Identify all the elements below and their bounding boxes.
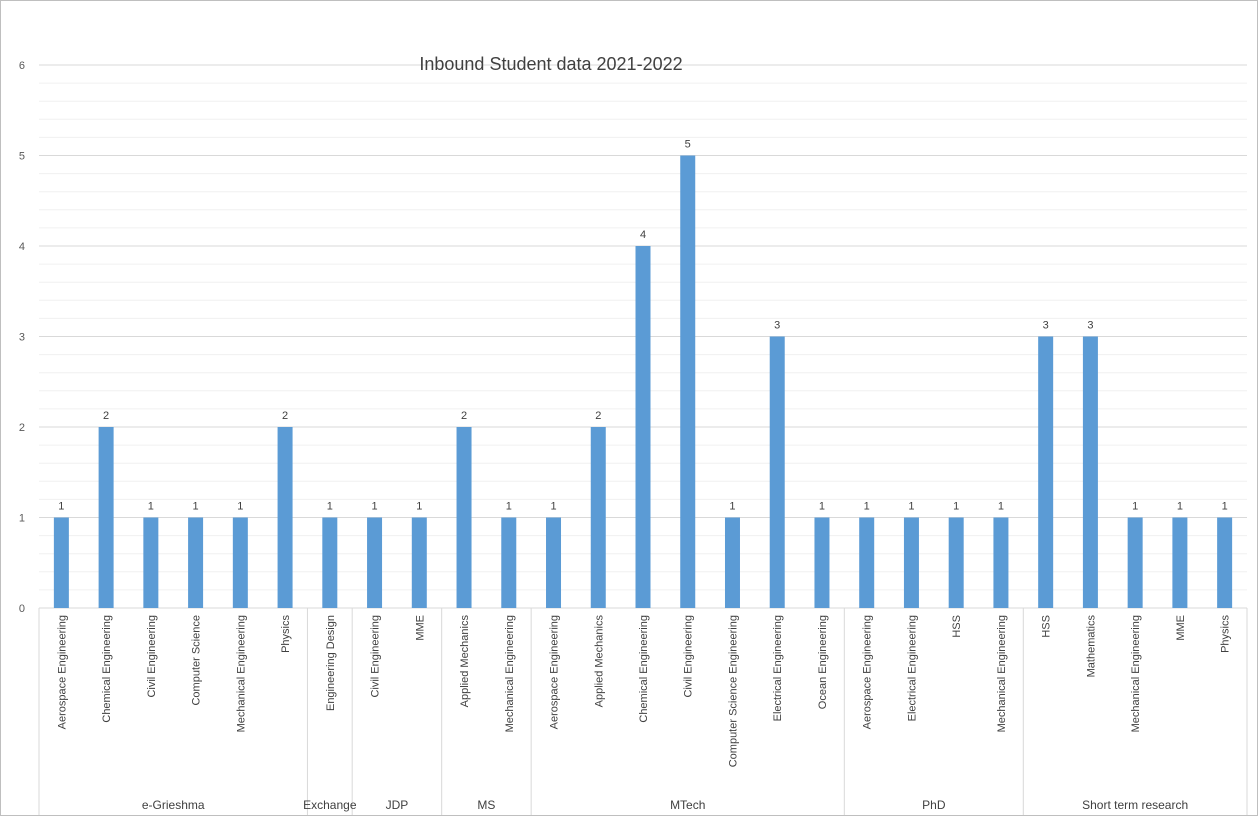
data-label: 1 (58, 501, 64, 513)
category-label: MME (414, 615, 426, 641)
bar (53, 517, 69, 608)
bar (1217, 517, 1233, 608)
data-label: 1 (148, 501, 154, 513)
category-label: Civil Engineering (370, 615, 382, 698)
bar (456, 427, 472, 608)
group-label: PhD (922, 798, 946, 812)
bar (680, 155, 696, 608)
category-label: Aerospace Engineering (549, 615, 561, 729)
group-label: Short term research (1082, 798, 1188, 812)
category-label: Aerospace Engineering (56, 615, 68, 729)
data-label: 1 (506, 501, 512, 513)
data-label: 1 (327, 501, 333, 513)
data-label: 3 (1043, 320, 1049, 332)
data-label: 3 (1087, 320, 1093, 332)
data-label: 2 (595, 410, 601, 422)
category-label: Electrical Engineering (906, 615, 918, 721)
bar (903, 517, 919, 608)
bar (232, 517, 248, 608)
bar (277, 427, 293, 608)
bar (546, 517, 562, 608)
data-label: 1 (998, 501, 1004, 513)
data-label: 1 (1177, 501, 1183, 513)
category-label: Computer Science Engineering (727, 615, 739, 767)
group-label: MTech (670, 798, 705, 812)
y-tick-label: 6 (19, 60, 25, 72)
bar (724, 517, 740, 608)
group-label: MS (477, 798, 495, 812)
bar (411, 517, 427, 608)
category-label: Engineering Design (325, 615, 337, 711)
bar (1172, 517, 1188, 608)
data-label: 5 (685, 139, 691, 151)
group-label: Exchange (303, 798, 357, 812)
bar (1082, 336, 1098, 608)
category-label: Mechanical Engineering (504, 615, 516, 732)
data-label: 2 (461, 410, 467, 422)
bar (814, 517, 830, 608)
y-tick-label: 4 (19, 241, 25, 253)
y-tick-label: 3 (19, 332, 25, 344)
category-label: Physics (1220, 615, 1232, 653)
bar (635, 246, 651, 608)
y-tick-label: 1 (19, 513, 25, 525)
data-label: 1 (371, 501, 377, 513)
group-label: JDP (386, 798, 409, 812)
category-label: Mechanical Engineering (1130, 615, 1142, 732)
category-label: Computer Science (191, 615, 203, 706)
bar (948, 517, 964, 608)
data-label: 1 (908, 501, 914, 513)
y-tick-label: 2 (19, 422, 25, 434)
bar (367, 517, 383, 608)
bar (1127, 517, 1143, 608)
data-label: 1 (953, 501, 959, 513)
category-label: Physics (280, 615, 292, 653)
group-label: e-Grieshma (142, 798, 205, 812)
category-label: HSS (951, 615, 963, 638)
y-tick-label: 5 (19, 151, 25, 163)
bar (188, 517, 204, 608)
category-label: Mechanical Engineering (996, 615, 1008, 732)
category-label: Applied Mechanics (459, 615, 471, 708)
data-label: 4 (640, 229, 646, 241)
data-label: 1 (416, 501, 422, 513)
category-label: Civil Engineering (683, 615, 695, 698)
data-label: 1 (193, 501, 199, 513)
category-label: Aerospace Engineering (862, 615, 874, 729)
category-label: Mechanical Engineering (235, 615, 247, 732)
chart-title: Inbound Student data 2021-2022 (419, 54, 682, 74)
bar (993, 517, 1009, 608)
bar (769, 336, 785, 608)
category-label: Applied Mechanics (593, 615, 605, 708)
category-label: Electrical Engineering (772, 615, 784, 721)
bar (590, 427, 606, 608)
bar (501, 517, 517, 608)
bar (322, 517, 338, 608)
data-label: 2 (103, 410, 109, 422)
data-label: 1 (864, 501, 870, 513)
bar (143, 517, 159, 608)
y-tick-label: 0 (19, 603, 25, 615)
category-label: Civil Engineering (146, 615, 158, 698)
category-label: HSS (1041, 615, 1053, 638)
category-label: Chemical Engineering (101, 615, 113, 723)
data-label: 1 (729, 501, 735, 513)
category-label: MME (1175, 615, 1187, 641)
data-label: 1 (819, 501, 825, 513)
bar (1038, 336, 1054, 608)
category-label: Chemical Engineering (638, 615, 650, 723)
category-label: Mathematics (1085, 615, 1097, 678)
data-label: 2 (282, 410, 288, 422)
data-label: 1 (1222, 501, 1228, 513)
data-label: 3 (774, 320, 780, 332)
category-label: Ocean Engineering (817, 615, 829, 709)
data-label: 1 (1132, 501, 1138, 513)
data-label: 1 (237, 501, 243, 513)
data-label: 1 (550, 501, 556, 513)
bar (859, 517, 875, 608)
bar (98, 427, 114, 608)
